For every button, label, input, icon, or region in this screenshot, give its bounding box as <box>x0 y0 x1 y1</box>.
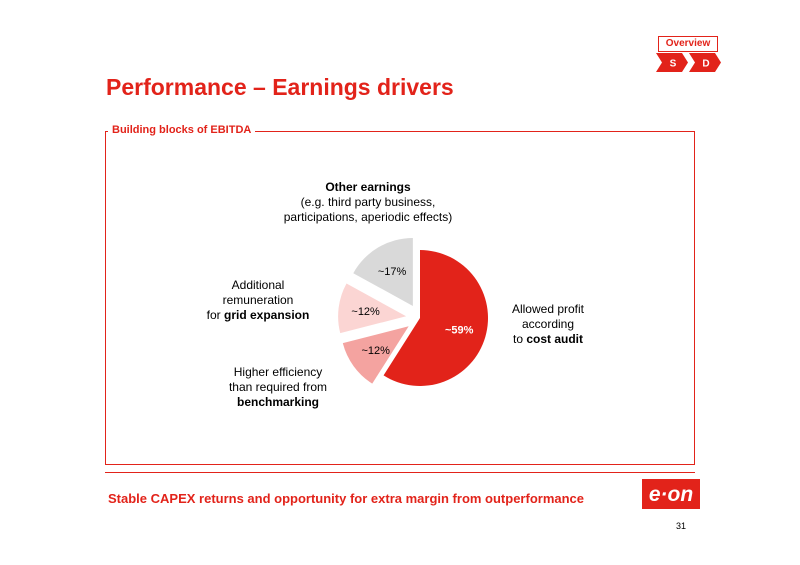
pie-slice-label-allowed: ~59% <box>445 324 474 336</box>
label-other-earnings: Other earnings (e.g. third party busines… <box>260 180 476 225</box>
label-additional-prefix: for <box>206 308 224 322</box>
nav-step-arrows: S D <box>656 53 721 72</box>
nav-step-s-label: S <box>670 59 677 70</box>
label-efficiency-bold: benchmarking <box>236 395 320 409</box>
eon-logo-text: e·on <box>649 483 693 506</box>
label-additional-line2: remuneration <box>222 293 294 307</box>
label-other-heading: Other earnings <box>325 180 411 194</box>
pie-slice-efficiency <box>342 326 409 384</box>
label-allowed-profit: Allowed profit according to cost audit <box>488 302 608 347</box>
pie-slice-label-other: ~17% <box>378 266 407 278</box>
pie-slice-other <box>353 237 413 306</box>
label-efficiency-line1: Higher efficiency <box>233 365 323 379</box>
label-additional-remuneration: Additional remuneration for grid expansi… <box>188 278 328 323</box>
pie-slice-label-additional: ~12% <box>351 306 380 318</box>
pie-slice-allowed <box>383 250 489 386</box>
pie-slice-label-efficiency: ~12% <box>361 345 390 357</box>
bottom-message: Stable CAPEX returns and opportunity for… <box>108 491 585 506</box>
section-label: Building blocks of EBITDA <box>108 124 256 136</box>
label-efficiency-line2: than required from <box>228 380 328 394</box>
overview-nav-button[interactable]: Overview <box>658 36 718 52</box>
label-additional-bold: grid expansion <box>223 308 310 322</box>
label-other-line1: (e.g. third party business, <box>300 195 436 209</box>
label-additional-line1: Additional <box>231 278 285 292</box>
label-other-line2: participations, aperiodic effects) <box>283 210 453 224</box>
label-allowed-line1: Allowed profit <box>511 302 585 316</box>
page-number: 31 <box>676 521 687 531</box>
pie-slice-additional <box>338 283 407 334</box>
label-allowed-line2: according <box>521 317 575 331</box>
divider-line <box>105 472 695 473</box>
content-frame <box>105 131 695 464</box>
nav-step-d-label: D <box>702 59 709 70</box>
divider-line <box>105 464 695 465</box>
nav-step-s[interactable] <box>656 53 688 72</box>
nav-step-d[interactable] <box>689 53 721 72</box>
eon-logo: e·on <box>642 479 700 509</box>
page-title: Performance – Earnings drivers <box>106 74 454 100</box>
label-higher-efficiency: Higher efficiency than required from ben… <box>208 365 348 410</box>
label-allowed-bold: cost audit <box>526 332 583 346</box>
label-allowed-prefix: to <box>512 332 527 346</box>
